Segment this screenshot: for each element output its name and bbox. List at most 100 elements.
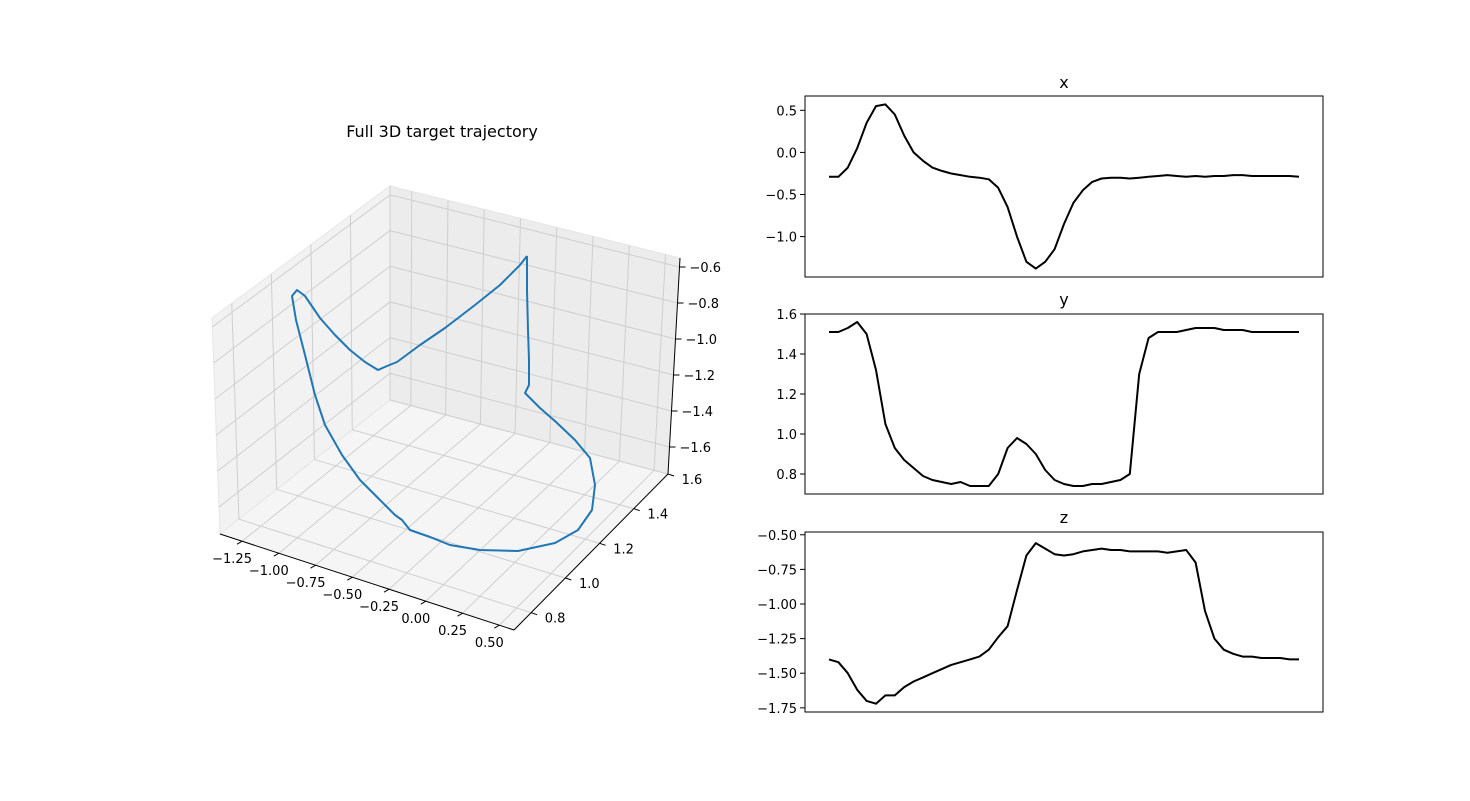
grid-line-x: [425, 451, 585, 602]
y-tick-mark-3d: [599, 542, 606, 546]
grid-line-x-back: [445, 200, 449, 415]
series-line-y: [829, 321, 1299, 487]
subplot-title-x: x: [1059, 73, 1068, 92]
grid-line-y: [352, 429, 634, 510]
y-tick-label: −1.00: [757, 598, 797, 613]
z-tick-label-3d: −1.2: [684, 369, 716, 384]
z-tick-label-3d: −0.8: [688, 297, 720, 312]
x-tick-mark-3d: [457, 612, 463, 617]
y-tick-mark-3d: [633, 508, 640, 512]
subplot-frame: [804, 313, 1324, 495]
grid-line-z: [389, 230, 678, 304]
x-tick-label-3d: −1.25: [212, 552, 252, 567]
subplot-title-y: y: [1059, 290, 1068, 309]
y-tick-label: 1.4: [776, 348, 797, 363]
y-tick-label: −0.5: [765, 188, 797, 203]
x-tick-label-3d: 0.25: [438, 624, 467, 639]
ticks-3d: −1.25−1.00−0.75−0.50−0.250.00 0.25 0.50 0.8…: [212, 261, 721, 651]
grid-line-z: [389, 265, 676, 340]
y-tick-label: 0.0: [776, 146, 797, 161]
grid-line-y-side: [310, 244, 315, 460]
x-tick-mark-3d: [494, 624, 500, 629]
grid-line-y: [389, 399, 669, 475]
x-tick-mark-3d: [236, 540, 243, 545]
y-tick-label: 1.0: [776, 428, 797, 443]
z-tick-label-3d: −1.4: [682, 405, 714, 420]
y-tick-label-3d: 0.8: [545, 612, 566, 627]
y-tick-label-3d: 1.2: [613, 542, 634, 557]
z-tick-label-3d: −1.6: [680, 441, 712, 456]
y-tick-mark-3d: [530, 612, 538, 616]
grid-line-z: [389, 372, 670, 448]
grid-line-z-side: [212, 194, 391, 328]
y-tick-label: 0.8: [776, 468, 797, 483]
grid-line-x-back: [479, 209, 485, 425]
y-tick-label: −0.75: [757, 563, 797, 578]
z-axis-line-3d: [667, 257, 681, 475]
grid-line-y-side: [231, 303, 240, 520]
y-tick-label-3d: 1.4: [647, 508, 668, 523]
y-tick-label-3d: 1.0: [579, 577, 600, 592]
series-line-x: [829, 103, 1300, 270]
y-subplot: y 1.6 1.4 1.2 1.0 0.8: [776, 290, 1324, 495]
subplot-frame: [804, 531, 1324, 713]
series-line-z: [828, 542, 1299, 705]
grid-line-z-side: [216, 301, 391, 436]
grid-line-z: [389, 301, 674, 376]
trajectory-line-3d: [291, 255, 596, 552]
subplot-frame: [804, 95, 1324, 278]
grid-line-y: [314, 459, 600, 544]
grid-line-y-side: [270, 273, 278, 490]
x-tick-label-3d: −0.25: [359, 600, 399, 615]
y-tick-label: 0.5: [776, 104, 797, 119]
x-tick-label-3d: 0.00: [401, 612, 430, 627]
grid-line-x: [315, 423, 481, 566]
x-tick-mark-3d: [420, 600, 427, 605]
grid-line-z-side: [214, 265, 391, 400]
grid-line-z-side: [213, 230, 391, 364]
x-tick-label-3d: −0.50: [322, 588, 362, 603]
grid-line-z-side: [218, 372, 391, 508]
x-subplot: x 0.5 0.0 −0.5 −1.0: [765, 73, 1324, 278]
z-tick-label-3d: −1.0: [686, 333, 718, 348]
y-axis-line-3d: [513, 473, 669, 631]
x-tick-mark-3d: [273, 552, 280, 557]
y-tick-label-3d: 1.6: [682, 473, 703, 488]
z-tick-label-3d: −0.6: [690, 261, 722, 276]
x-tick-label-3d: −0.75: [286, 576, 326, 591]
grid-line-x-back: [410, 191, 413, 406]
x-axis-line-3d: [219, 533, 515, 631]
chart-title-3d: Full 3D target trajectory: [346, 122, 538, 141]
x-tick-mark-3d: [383, 588, 390, 593]
x-tick-label-3d: −1.00: [249, 564, 289, 579]
grid-line-x: [388, 442, 551, 590]
grid-line-x: [498, 469, 655, 626]
grid-line-x: [241, 405, 412, 542]
y-tick-mark-3d: [667, 473, 675, 477]
subplot-title-z: z: [1060, 508, 1068, 527]
y-tick-label: −1.50: [757, 667, 797, 682]
y-tick-label: −1.75: [757, 702, 797, 717]
grid-line-x: [278, 414, 446, 554]
grid-line-x: [462, 460, 620, 614]
grid-line-x-back: [618, 245, 630, 462]
y-tick-label: −0.50: [757, 529, 797, 544]
grid-line-y-side: [349, 215, 353, 430]
grid-line-x-back: [549, 227, 558, 443]
x-tick-label-3d: 0.50: [475, 636, 504, 651]
grid-line-x-back: [514, 218, 521, 434]
z-subplot: z −0.50 −0.75 −1.00 −1.25 −1.50 −1.75: [757, 508, 1324, 717]
trajectory-3d-panel: Full 3D target trajectory −1.25−1.00−0.7…: [211, 122, 721, 651]
y-tick-label: 1.6: [776, 308, 797, 323]
x-tick-mark-3d: [310, 564, 316, 569]
grid-line-x: [351, 432, 516, 578]
grid-line-z: [389, 337, 672, 412]
grid-line-x-back: [653, 254, 666, 471]
grid-line-x-back: [584, 236, 594, 452]
grid-line-z: [389, 194, 680, 268]
y-tick-label: −1.25: [757, 633, 797, 648]
y-tick-label: 1.2: [776, 388, 797, 403]
y-tick-label: −1.0: [765, 231, 797, 246]
y-tick-mark-3d: [565, 577, 572, 581]
